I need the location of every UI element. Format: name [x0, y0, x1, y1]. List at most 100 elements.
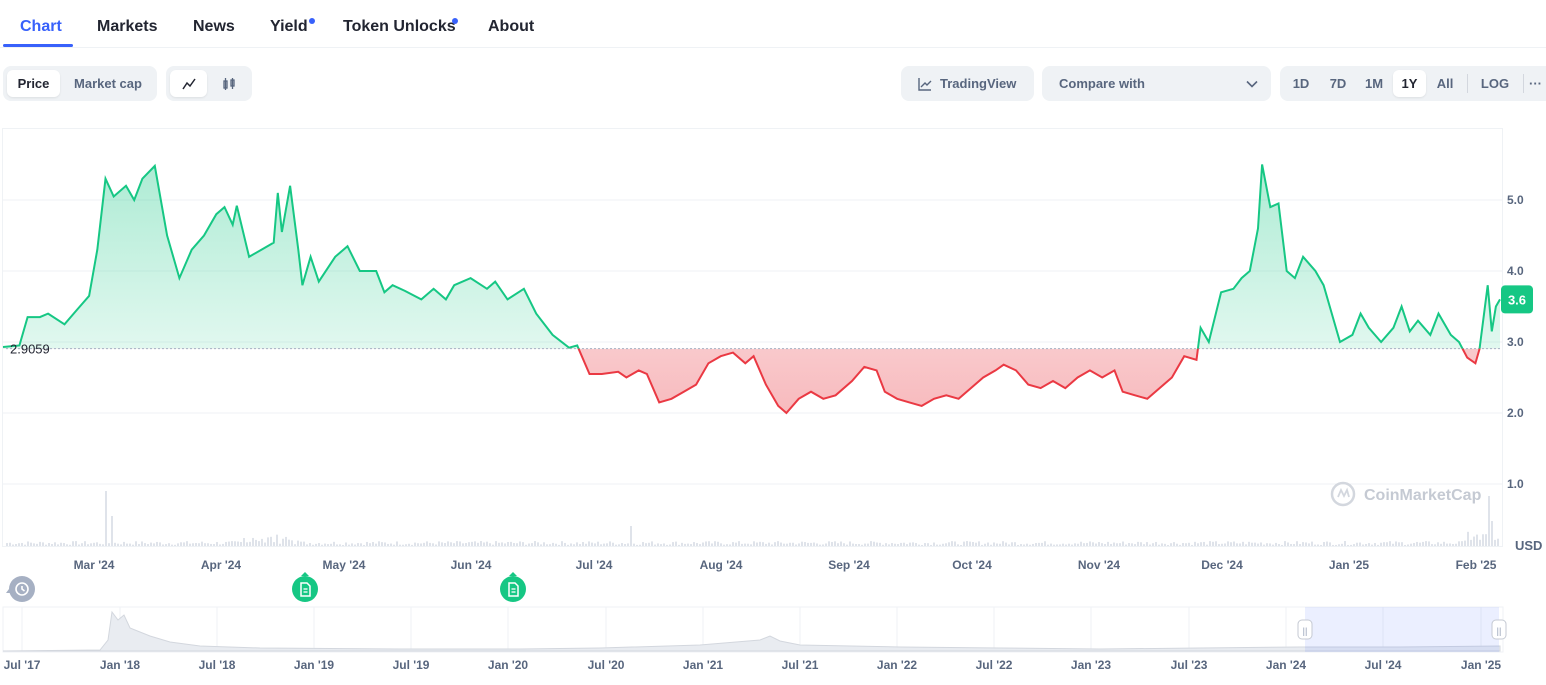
range-7d-button[interactable]: 7D [1329, 76, 1347, 91]
navigator-tick-label: Jan '25 [1461, 658, 1502, 672]
volume-bar [1044, 541, 1046, 546]
volume-bar [588, 541, 590, 546]
volume-bar [426, 541, 428, 546]
volume-bar [213, 544, 215, 546]
volume-bar [1410, 543, 1412, 546]
volume-bar [996, 543, 998, 546]
volume-bar [1092, 542, 1094, 546]
range-1d-button[interactable]: 1D [1292, 76, 1310, 91]
volume-bar [27, 541, 29, 546]
market-cap-button[interactable]: Market cap [74, 76, 142, 91]
volume-bar [288, 539, 290, 546]
volume-bar [90, 543, 92, 546]
volume-bar [267, 537, 269, 546]
volume-bar [1254, 542, 1256, 546]
candlestick-button[interactable] [210, 70, 247, 97]
volume-bar [1095, 543, 1097, 546]
volume-bar [1209, 541, 1211, 546]
volume-bar [1089, 541, 1091, 546]
compare-with-dropdown[interactable]: Compare with [1042, 66, 1271, 101]
price-marketcap-toggle: Price Market cap [3, 66, 157, 101]
tab-markets[interactable]: Markets [97, 18, 158, 35]
range-1m-button[interactable]: 1M [1364, 76, 1384, 91]
volume-bar [54, 542, 56, 546]
volume-bar [1242, 541, 1244, 546]
volume-bar [117, 543, 119, 546]
volume-bar [1227, 541, 1229, 546]
volume-bar [66, 544, 68, 546]
volume-bar [357, 543, 359, 546]
tab-yield[interactable]: Yield [270, 18, 308, 35]
active-tab-indicator [3, 44, 73, 47]
volume-bar [609, 541, 611, 546]
volume-bar [1236, 543, 1238, 546]
volume-bar [933, 542, 935, 546]
navigator-handle-right[interactable]: || [1491, 619, 1507, 640]
volume-bar [204, 543, 206, 546]
volume-bar [1347, 544, 1349, 546]
volume-bar [570, 543, 572, 546]
tab-chart[interactable]: Chart [20, 18, 62, 35]
volume-bar [318, 543, 320, 546]
event-marker-history[interactable] [6, 576, 35, 602]
x-tick-label: Apr '24 [201, 558, 242, 572]
volume-bar [1203, 541, 1205, 546]
event-marker-document[interactable] [292, 572, 318, 602]
volume-bar [18, 543, 20, 546]
document-icon [508, 582, 519, 597]
volume-bar [1386, 542, 1388, 546]
volume-bar [660, 544, 662, 546]
volume-bar [789, 542, 791, 546]
volume-bar [1302, 542, 1304, 546]
volume-bar [1257, 543, 1259, 546]
volume-bar [24, 544, 26, 546]
volume-bar [447, 541, 449, 546]
volume-bar [738, 541, 740, 546]
range-navigator[interactable]: || || Jul '17 Jan '18 Jul '18 Jan '19 Jul '1… [2, 606, 1507, 672]
volume-bar [297, 540, 299, 546]
volume-bar [1455, 543, 1457, 546]
volume-bar [93, 542, 95, 546]
volume-bar [1038, 542, 1040, 546]
navigator-handle-left[interactable]: || [1297, 619, 1313, 640]
volume-bar [750, 544, 752, 546]
volume-bar [1152, 543, 1154, 546]
volume-bar [624, 543, 626, 546]
volume-bar [489, 543, 491, 546]
volume-bar [810, 542, 812, 546]
navigator-tick-label: Jan '22 [877, 658, 918, 672]
volume-bar [1167, 544, 1169, 546]
tab-news[interactable]: News [193, 18, 235, 35]
x-tick-label: Jun '24 [451, 558, 492, 572]
tab-token-unlocks[interactable]: Token Unlocks [343, 18, 456, 35]
more-options-button[interactable]: ··· [1529, 76, 1542, 91]
volume-bar [282, 538, 284, 546]
volume-bar [978, 541, 980, 546]
volume-bar [1041, 542, 1043, 546]
volume-bar [1185, 543, 1187, 546]
price-button[interactable]: Price [7, 70, 60, 97]
volume-bar [1281, 544, 1283, 546]
volume-bar [1182, 543, 1184, 546]
line-chart-button[interactable] [170, 70, 207, 97]
volume-bar [1425, 541, 1427, 546]
volume-bar [939, 544, 941, 546]
tab-about[interactable]: About [488, 18, 535, 35]
volume-bar [1122, 541, 1124, 546]
range-all-button[interactable]: All [1436, 76, 1454, 91]
log-scale-button[interactable]: LOG [1480, 76, 1510, 91]
event-marker-document[interactable] [500, 572, 526, 602]
volume-bar [150, 542, 152, 546]
volume-bar [1482, 534, 1484, 546]
volume-bar [675, 541, 677, 546]
volume-bar [690, 544, 692, 546]
y-tick-label: 3.0 [1507, 335, 1524, 349]
volume-bar [936, 544, 938, 546]
volume-bar [972, 541, 974, 546]
range-1y-button[interactable]: 1Y [1393, 70, 1426, 97]
navigator-selected-range[interactable] [1305, 607, 1499, 652]
volume-bar [1002, 541, 1004, 546]
tradingview-button[interactable]: TradingView [901, 66, 1034, 101]
volume-bar [1443, 541, 1445, 546]
